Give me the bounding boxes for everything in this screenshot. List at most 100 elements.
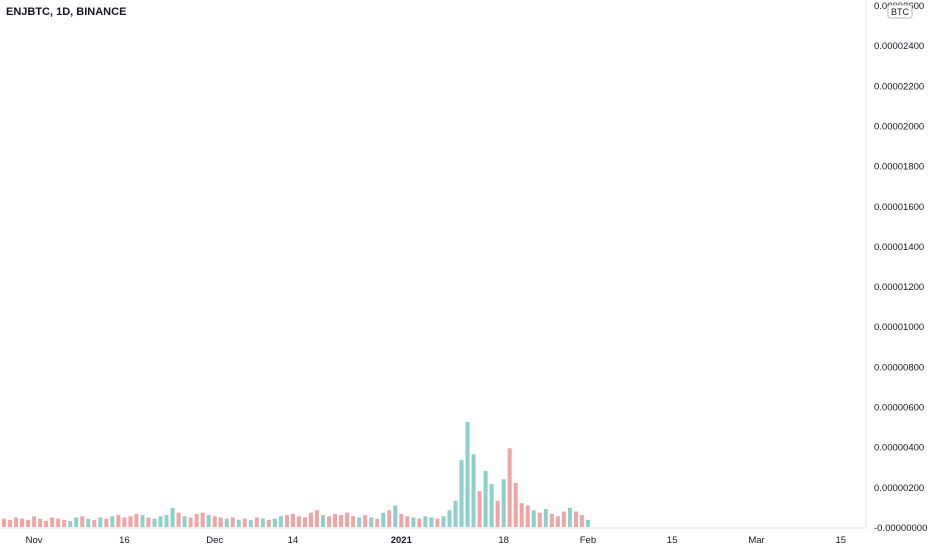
volume-bar	[230, 517, 235, 527]
volume-bar	[393, 505, 398, 527]
volume-layer	[2, 422, 590, 527]
y-tick-label: 0.00000800	[874, 362, 924, 373]
volume-bar	[266, 519, 271, 527]
x-axis[interactable]: Nov16Dec14202118Feb15Mar15Apr14	[26, 535, 932, 546]
volume-bar	[200, 512, 205, 527]
badges-layer: BTC0.0000102219:52:30	[887, 4, 913, 19]
volume-bar	[86, 518, 91, 527]
volume-bar	[140, 515, 145, 527]
volume-bar	[68, 521, 73, 527]
volume-bar	[309, 512, 314, 527]
volume-bar	[573, 511, 578, 527]
volume-bar	[272, 518, 277, 527]
volume-bar	[134, 513, 139, 527]
volume-bar	[122, 517, 127, 527]
volume-bar	[98, 517, 103, 527]
volume-bar	[290, 513, 295, 527]
x-tick-label: 15	[835, 535, 846, 546]
y-tick-label: 0.00002000	[874, 121, 924, 132]
volume-bar	[483, 470, 488, 527]
volume-bar	[32, 516, 37, 527]
x-tick-label: 2021	[391, 535, 413, 546]
x-tick-label: Feb	[580, 535, 596, 546]
volume-bar	[441, 516, 446, 527]
volume-bar	[519, 503, 524, 527]
volume-bar	[423, 516, 428, 527]
volume-bar	[212, 516, 217, 527]
volume-bar	[194, 513, 199, 527]
volume-bar	[399, 513, 404, 527]
volume-bar	[363, 515, 368, 527]
volume-bar	[489, 484, 494, 527]
volume-bar	[585, 519, 590, 527]
volume-bar	[44, 521, 49, 527]
volume-bar	[303, 517, 307, 527]
x-tick-label: 16	[119, 535, 130, 546]
volume-bar	[345, 512, 350, 527]
volume-bar	[327, 516, 332, 527]
volume-bar	[405, 516, 410, 527]
volume-bar	[62, 519, 67, 527]
volume-bar	[495, 500, 500, 527]
volume-bar	[531, 510, 536, 527]
volume-bar	[170, 507, 175, 527]
volume-bar	[296, 516, 301, 527]
volume-bar	[158, 516, 163, 527]
volume-bar	[579, 515, 584, 527]
volume-bar	[236, 519, 241, 527]
volume-bar	[182, 516, 187, 527]
volume-bar	[146, 517, 151, 527]
volume-bar	[477, 491, 482, 527]
y-tick-label: 0.00002200	[874, 81, 924, 92]
volume-bar	[242, 518, 247, 527]
y-tick-label: 0.00001400	[874, 242, 924, 253]
volume-bar	[357, 517, 362, 527]
x-tick-label: Mar	[748, 535, 764, 546]
y-tick-label: 0.00000400	[874, 443, 924, 454]
volume-bar	[429, 517, 434, 527]
volume-bar	[254, 517, 259, 527]
volume-bar	[333, 513, 338, 527]
volume-bar	[164, 515, 169, 527]
volume-bar	[260, 518, 265, 527]
volume-bar	[339, 515, 344, 527]
volume-bar	[567, 507, 572, 527]
x-tick-label: Dec	[206, 535, 223, 546]
volume-bar	[525, 505, 530, 527]
volume-bar	[152, 518, 157, 527]
symbol-title: ENJBTC, 1D, BINANCE	[6, 6, 127, 18]
x-tick-label: 15	[667, 535, 678, 546]
volume-bar	[321, 515, 326, 527]
volume-bar	[74, 517, 79, 527]
volume-bar	[224, 518, 229, 527]
volume-bar	[549, 513, 554, 527]
volume-bar	[411, 517, 416, 527]
y-tick-label: 0.00001200	[874, 282, 924, 293]
volume-bar	[501, 479, 506, 527]
volume-bar	[507, 448, 512, 527]
volume-bar	[537, 512, 542, 527]
volume-bar	[116, 515, 121, 527]
volume-bar	[104, 518, 109, 527]
y-tick-label: 0.00001000	[874, 322, 924, 333]
volume-bar	[459, 460, 464, 527]
y-tick-label: 0.00001800	[874, 162, 924, 173]
x-tick-label: 14	[288, 535, 299, 546]
volume-bar	[92, 519, 97, 527]
volume-bar	[351, 516, 356, 527]
y-tick-label: -0.00000000	[874, 523, 927, 534]
volume-bar	[8, 519, 13, 527]
currency-badge	[887, 4, 913, 19]
volume-bar	[375, 518, 380, 527]
volume-bar	[435, 518, 440, 527]
x-tick-label: Nov	[26, 535, 43, 546]
volume-bar	[80, 516, 85, 527]
volume-bar	[248, 519, 253, 527]
volume-bar	[128, 516, 133, 527]
x-tick-label: 18	[498, 535, 509, 546]
currency-badge-label: BTC	[891, 7, 910, 17]
y-tick-label: 0.00000600	[874, 403, 924, 414]
volume-bar	[56, 518, 61, 527]
